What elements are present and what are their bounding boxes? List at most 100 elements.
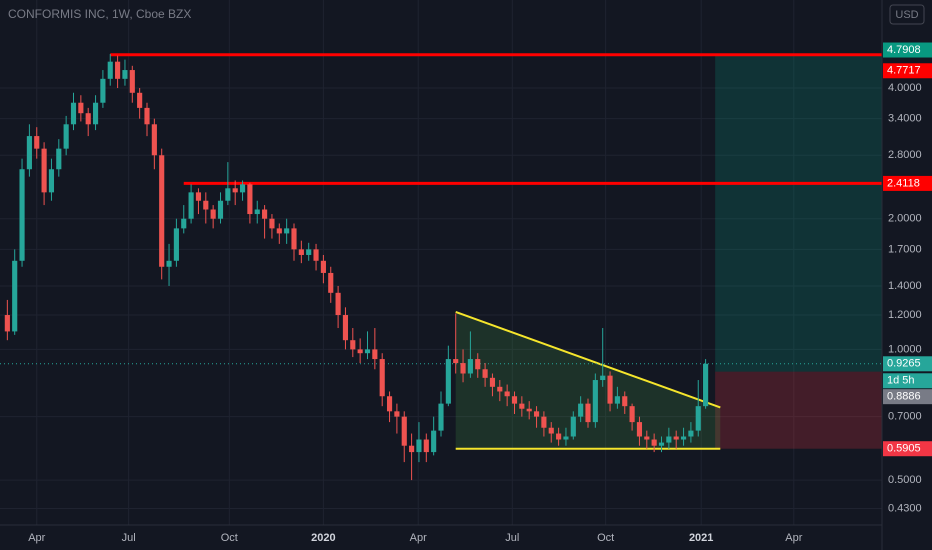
- candle-body: [26, 136, 32, 170]
- x-tick-label: Jul: [122, 532, 136, 544]
- candle-body: [78, 102, 84, 114]
- y-tick-label: 0.7000: [888, 411, 922, 423]
- level-label: 4.7717: [887, 65, 921, 77]
- candle-body: [313, 249, 319, 261]
- candle-body: [666, 436, 672, 443]
- candle-body: [159, 155, 165, 267]
- profit-zone: [715, 54, 882, 372]
- countdown-label: 1d 5h: [887, 375, 915, 387]
- candle-body: [578, 403, 584, 417]
- candle-body: [541, 416, 547, 428]
- candle-body: [394, 411, 400, 417]
- y-tick-label: 2.8000: [888, 149, 922, 161]
- y-tick-label: 4.0000: [888, 82, 922, 94]
- candle-body: [548, 427, 554, 434]
- y-tick-label: 1.0000: [888, 343, 922, 355]
- x-tick-label: Oct: [597, 532, 614, 544]
- entry-label: 0.8886: [887, 391, 921, 403]
- level-label: 2.4118: [887, 177, 920, 189]
- stop-label: 0.5905: [887, 443, 921, 455]
- candle-body: [350, 340, 356, 350]
- candle-body: [48, 169, 55, 193]
- candle-body: [335, 292, 341, 316]
- candle-body: [489, 377, 496, 387]
- candle-body: [416, 439, 422, 453]
- candle-body: [137, 92, 143, 108]
- candle-body: [673, 436, 679, 440]
- candle-body: [144, 107, 150, 125]
- candle-body: [372, 349, 378, 360]
- entry-label-box: [883, 389, 932, 405]
- candle-body: [386, 396, 393, 412]
- candle-body: [188, 192, 194, 219]
- candle-body: [63, 124, 69, 149]
- y-tick-label: 1.4000: [888, 280, 922, 292]
- candle-body: [504, 391, 510, 397]
- candle-body: [409, 445, 415, 453]
- currency-box[interactable]: [889, 4, 925, 25]
- candle-body: [12, 260, 18, 332]
- candle-body: [107, 61, 113, 79]
- y-tick-label: 0.4300: [888, 502, 922, 514]
- candle-body: [291, 228, 297, 250]
- candle-body: [519, 403, 525, 409]
- candle-body: [320, 260, 326, 273]
- currency[interactable]: USD: [895, 9, 918, 21]
- candle-body: [85, 113, 91, 125]
- candle-body: [357, 349, 363, 354]
- last-price-label: 0.9265: [887, 358, 921, 370]
- candle-body: [34, 136, 40, 149]
- level-label-box: [883, 63, 932, 79]
- candle-body: [306, 249, 312, 255]
- candle-body: [203, 200, 209, 210]
- candle-body: [592, 380, 598, 423]
- x-tick-label: Apr: [785, 532, 802, 544]
- x-tick-label: 2021: [689, 532, 713, 544]
- candle-body: [151, 124, 157, 156]
- candle-body: [56, 148, 62, 170]
- candle-body: [115, 61, 121, 79]
- overlay: [0, 53, 882, 450]
- candle-body: [100, 78, 106, 103]
- x-tick-label: Jul: [505, 532, 519, 544]
- level-label-box: [883, 175, 932, 191]
- candle-body: [401, 416, 407, 446]
- candle-body: [622, 396, 628, 407]
- chart-title: CONFORMIS INC, 1W, Cboe BZX: [8, 7, 191, 21]
- candle-body: [247, 184, 253, 215]
- candle-body: [166, 260, 172, 267]
- candle-body: [276, 228, 282, 234]
- candle-body: [217, 200, 224, 219]
- candle-body: [379, 359, 385, 397]
- candle-body: [232, 188, 238, 193]
- triangle-upper: [455, 310, 721, 409]
- candle-body: [445, 359, 451, 404]
- labels: 4.0000 3.4000 2.8000 2.0000 1.7000 1.4000 1.20…: [28, 42, 932, 544]
- candle-body: [181, 218, 187, 229]
- candle-body: [651, 439, 657, 446]
- candle-body: [423, 439, 429, 453]
- candle-body: [239, 184, 246, 193]
- candle-body: [262, 209, 268, 219]
- loss-zone: [715, 371, 882, 449]
- candle-body: [92, 102, 99, 125]
- candle-body: [497, 386, 503, 392]
- candle-body: [298, 249, 304, 255]
- candle-body: [460, 363, 466, 374]
- candle-body: [533, 411, 540, 417]
- countdown-label-box: [883, 373, 932, 389]
- candle-body: [695, 406, 701, 431]
- candle-body: [636, 422, 643, 437]
- y-tick-label: 1.7000: [888, 243, 922, 255]
- candle-body: [511, 396, 518, 404]
- candle-body: [328, 272, 334, 293]
- candle-body: [658, 442, 665, 446]
- candle-body: [70, 102, 77, 125]
- candle-body: [284, 228, 290, 234]
- candle-body: [41, 148, 47, 193]
- candle-body: [431, 430, 437, 453]
- candle-body: [570, 416, 576, 437]
- candle-body: [644, 436, 650, 440]
